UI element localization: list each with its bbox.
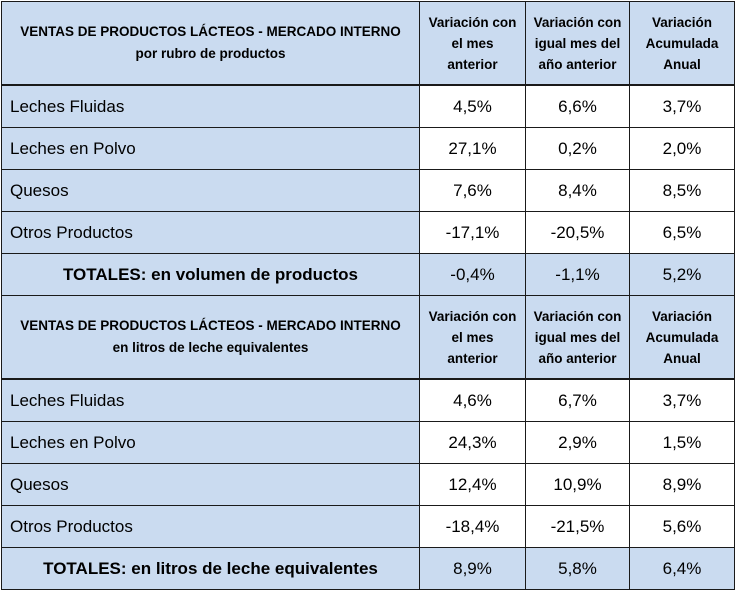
section-1-title: VENTAS DE PRODUCTOS LÁCTEOS - MERCADO IN… (20, 24, 401, 39)
table-row: Otros Productos -18,4% -21,5% 5,6% (1, 505, 735, 548)
totals-label: TOTALES: en volumen de productos (1, 253, 420, 296)
cell-value: 0,2% (525, 127, 630, 170)
cell-value: 2,0% (629, 127, 735, 170)
section-2-title-cell: VENTAS DE PRODUCTOS LÁCTEOS - MERCADO IN… (1, 295, 420, 380)
cell-value: 4,6% (419, 378, 526, 422)
section-2-subtitle: en litros de leche equivalentes (112, 340, 309, 355)
column-header-cumulative: Variación Acumulada Anual (629, 1, 735, 86)
cell-value: 7,6% (419, 169, 526, 212)
totals-value: 8,9% (419, 547, 526, 590)
cell-value: 24,3% (419, 421, 526, 464)
column-header-cumulative: Variación Acumulada Anual (629, 295, 735, 380)
row-label: Quesos (1, 463, 420, 506)
cell-value: 10,9% (525, 463, 630, 506)
cell-value: 6,6% (525, 84, 630, 128)
cell-value: 6,5% (629, 211, 735, 254)
column-header-month: Variación con el mes anterior (419, 295, 526, 380)
table-row: Otros Productos -17,1% -20,5% 6,5% (1, 211, 735, 254)
section-2-totals-row: TOTALES: en litros de leche equivalentes… (1, 547, 735, 590)
row-label: Leches en Polvo (1, 127, 420, 170)
section-2-title: VENTAS DE PRODUCTOS LÁCTEOS - MERCADO IN… (20, 318, 401, 333)
section-1-title-cell: VENTAS DE PRODUCTOS LÁCTEOS - MERCADO IN… (1, 1, 420, 86)
cell-value: -20,5% (525, 211, 630, 254)
table-row: Leches en Polvo 24,3% 2,9% 1,5% (1, 421, 735, 464)
cell-value: 8,4% (525, 169, 630, 212)
cell-value: 27,1% (419, 127, 526, 170)
table-row: Quesos 7,6% 8,4% 8,5% (1, 169, 735, 212)
totals-label: TOTALES: en litros de leche equivalentes (1, 547, 420, 590)
cell-value: -21,5% (525, 505, 630, 548)
cell-value: 3,7% (629, 84, 735, 128)
column-header-year: Variación con igual mes del año anterior (525, 1, 630, 86)
cell-value: -17,1% (419, 211, 526, 254)
totals-value: -1,1% (525, 253, 630, 296)
table-row: Quesos 12,4% 10,9% 8,9% (1, 463, 735, 506)
row-label: Otros Productos (1, 211, 420, 254)
cell-value: 3,7% (629, 378, 735, 422)
cell-value: 6,7% (525, 378, 630, 422)
totals-value: 5,8% (525, 547, 630, 590)
column-header-month: Variación con el mes anterior (419, 1, 526, 86)
column-header-year: Variación con igual mes del año anterior (525, 295, 630, 380)
section-1-totals-row: TOTALES: en volumen de productos -0,4% -… (1, 253, 735, 296)
cell-value: 12,4% (419, 463, 526, 506)
cell-value: 8,5% (629, 169, 735, 212)
cell-value: 4,5% (419, 84, 526, 128)
section-1-subtitle: por rubro de productos (135, 46, 286, 61)
section-1-header-row: VENTAS DE PRODUCTOS LÁCTEOS - MERCADO IN… (1, 1, 735, 86)
cell-value: 5,6% (629, 505, 735, 548)
cell-value: 2,9% (525, 421, 630, 464)
section-2-header-row: VENTAS DE PRODUCTOS LÁCTEOS - MERCADO IN… (1, 295, 735, 380)
totals-value: 5,2% (629, 253, 735, 296)
cell-value: 1,5% (629, 421, 735, 464)
row-label: Leches Fluidas (1, 84, 420, 128)
row-label: Otros Productos (1, 505, 420, 548)
totals-value: -0,4% (419, 253, 526, 296)
row-label: Leches en Polvo (1, 421, 420, 464)
row-label: Leches Fluidas (1, 378, 420, 422)
table-row: Leches en Polvo 27,1% 0,2% 2,0% (1, 127, 735, 170)
table-row: Leches Fluidas 4,6% 6,7% 3,7% (1, 378, 735, 422)
table-row: Leches Fluidas 4,5% 6,6% 3,7% (1, 84, 735, 128)
totals-value: 6,4% (629, 547, 735, 590)
row-label: Quesos (1, 169, 420, 212)
cell-value: 8,9% (629, 463, 735, 506)
sales-table: VENTAS DE PRODUCTOS LÁCTEOS - MERCADO IN… (1, 1, 735, 590)
cell-value: -18,4% (419, 505, 526, 548)
